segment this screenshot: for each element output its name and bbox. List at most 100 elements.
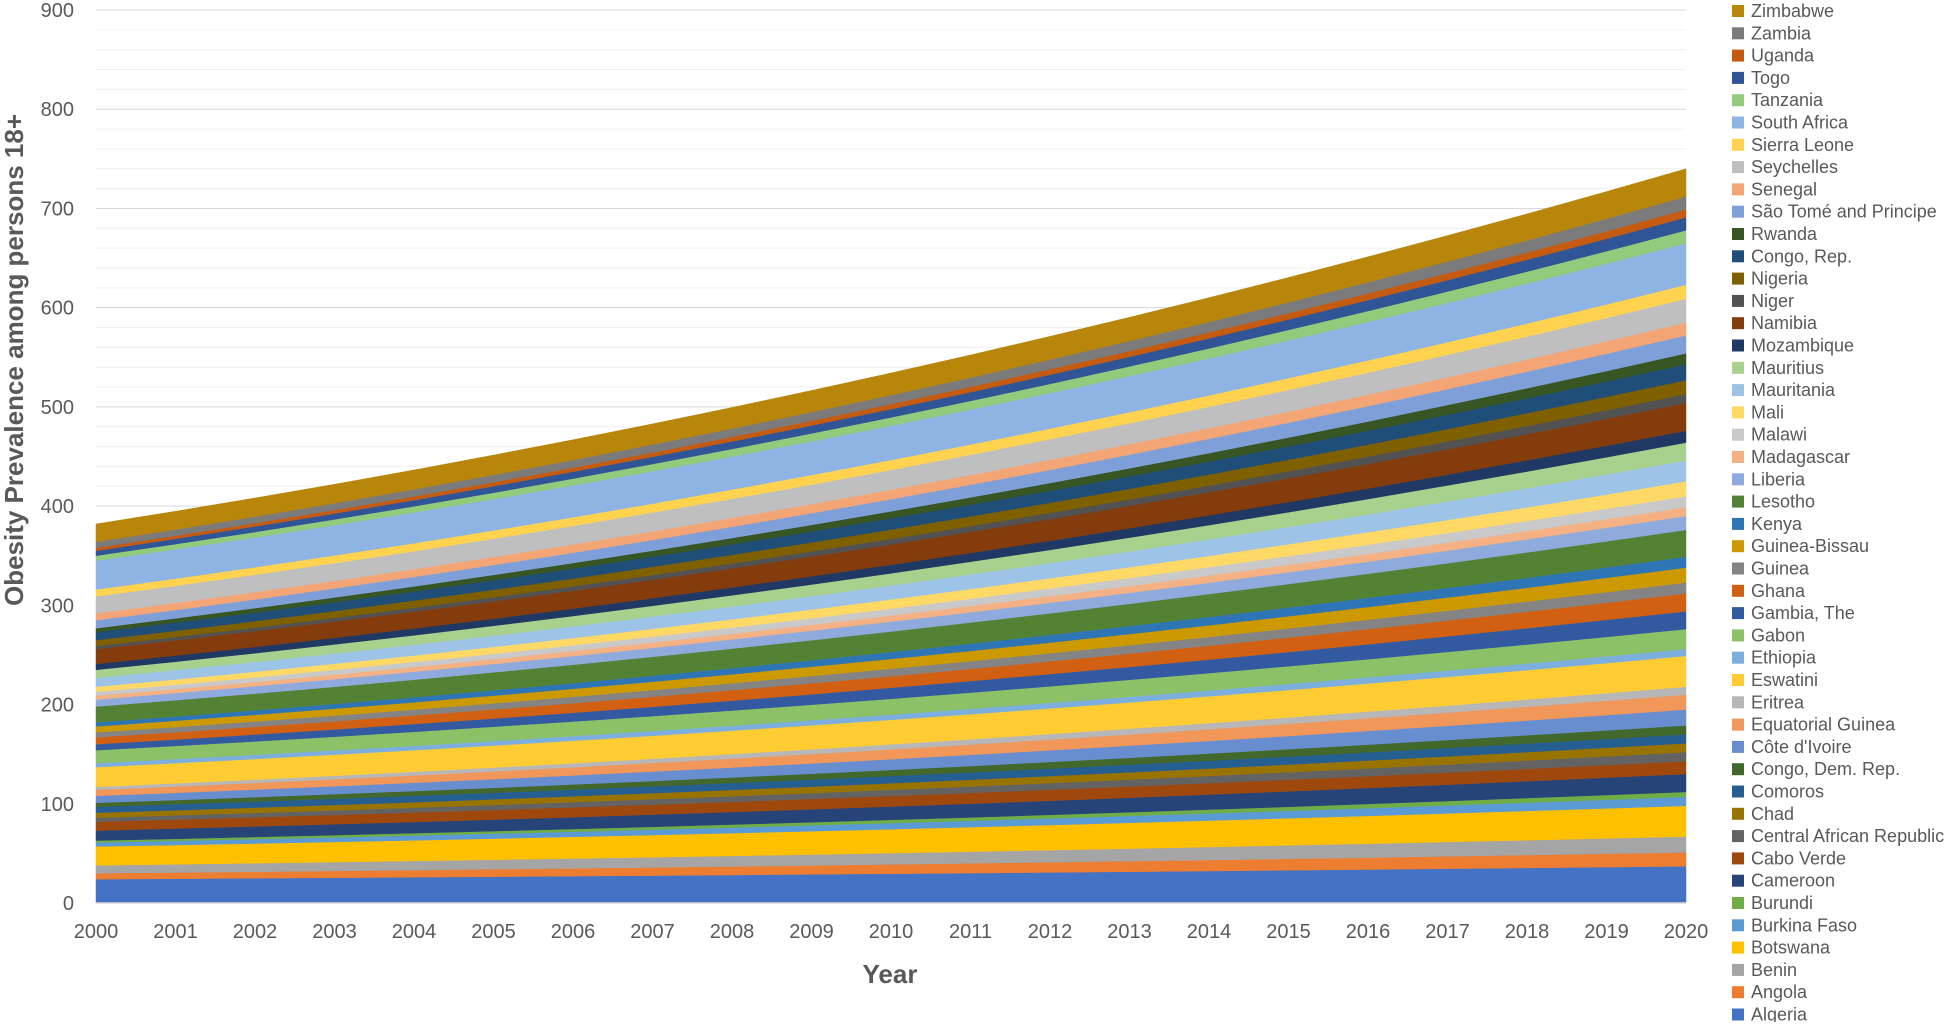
legend-label: Equatorial Guinea: [1751, 715, 1896, 735]
legend-label: Mauritius: [1751, 358, 1824, 378]
legend-swatch: [1732, 183, 1744, 196]
legend-label: Côte d'Ivoire: [1751, 737, 1852, 757]
x-tick-label: 2009: [789, 921, 834, 943]
legend-label: Niger: [1751, 291, 1794, 311]
y-tick-label: 0: [63, 893, 74, 915]
legend-swatch: [1732, 361, 1744, 374]
legend-label: Uganda: [1751, 46, 1815, 66]
x-tick-label: 2018: [1505, 921, 1550, 943]
legend-swatch: [1732, 228, 1744, 240]
legend-swatch: [1732, 473, 1744, 486]
x-tick-label: 2017: [1425, 921, 1470, 943]
legend-label: Ghana: [1751, 581, 1806, 601]
legend-swatch: [1732, 317, 1744, 330]
legend-label: South Africa: [1751, 113, 1849, 133]
x-tick-label: 2007: [630, 921, 675, 943]
legend-label: Senegal: [1751, 179, 1817, 199]
legend-label: Cameroon: [1751, 871, 1835, 891]
legend-swatch: [1732, 116, 1744, 129]
legend-label: Namibia: [1751, 313, 1818, 333]
x-tick-label: 2020: [1664, 921, 1709, 943]
legend-swatch: [1732, 1008, 1744, 1021]
legend-label: Congo, Rep.: [1751, 246, 1852, 266]
x-axis-title: Year: [863, 959, 918, 989]
legend-label: Lesotho: [1751, 492, 1815, 512]
legend-swatch: [1732, 250, 1744, 263]
legend-label: Nigeria: [1751, 269, 1809, 289]
y-tick-label: 500: [41, 397, 74, 419]
legend-swatch: [1732, 807, 1744, 820]
legend-swatch: [1732, 718, 1744, 731]
legend-swatch: [1732, 71, 1744, 84]
legend-label: Algeria: [1751, 1005, 1808, 1023]
x-tick-label: 2000: [74, 921, 119, 943]
legend-label: Burundi: [1751, 893, 1813, 913]
legend-label: Central African Republic: [1751, 826, 1944, 846]
legend-label: Guinea: [1751, 559, 1810, 579]
x-tick-label: 2004: [392, 921, 437, 943]
legend-swatch: [1732, 495, 1744, 508]
legend-swatch: [1732, 785, 1744, 798]
x-tick-label: 2016: [1346, 921, 1391, 943]
legend-label: Togo: [1751, 68, 1790, 88]
x-tick-label: 2001: [153, 921, 198, 943]
y-tick-label: 400: [41, 496, 74, 518]
legend-swatch: [1732, 941, 1744, 954]
legend-label: Tanzania: [1751, 90, 1824, 110]
legend-swatch: [1732, 874, 1744, 887]
legend-swatch: [1732, 830, 1744, 843]
y-tick-label: 300: [41, 595, 74, 617]
legend-swatch: [1732, 451, 1744, 463]
y-tick-label: 100: [41, 794, 74, 816]
area-series-zimbabwe: [95, 168, 1687, 543]
legend-label: Chad: [1751, 804, 1794, 824]
legend-swatch: [1732, 540, 1744, 553]
legend-label: Madagascar: [1751, 447, 1850, 467]
legend-label: Gambia, The: [1751, 603, 1855, 623]
legend-label: Zambia: [1751, 23, 1812, 43]
axes: 0 100 200 300 400 500 600 700 800 900 2000 2001 2002…: [41, 0, 1709, 943]
legend-label: Eswatini: [1751, 670, 1818, 690]
legend-swatch: [1732, 294, 1744, 307]
legend-swatch: [1732, 49, 1744, 62]
legend-label: Benin: [1751, 960, 1797, 980]
legend-label: Angola: [1751, 982, 1808, 1002]
legend-swatch: [1732, 986, 1744, 999]
legend-swatch: [1732, 607, 1744, 620]
legend-swatch: [1732, 5, 1744, 17]
legend-swatch: [1732, 428, 1744, 441]
legend-label: Mozambique: [1751, 336, 1854, 356]
y-tick-label: 600: [41, 298, 74, 320]
legend-swatch: [1732, 161, 1744, 174]
x-tick-label: 2019: [1584, 921, 1629, 943]
legend-label: Mali: [1751, 402, 1784, 422]
x-tick-label: 2013: [1107, 921, 1152, 943]
legend-label: Liberia: [1751, 469, 1806, 489]
area-series-group: [95, 168, 1687, 904]
legend-label: Cabo Verde: [1751, 848, 1846, 868]
y-tick-label: 800: [41, 99, 74, 121]
legend-label: Congo, Dem. Rep.: [1751, 759, 1900, 779]
x-tick-label: 2006: [551, 921, 596, 943]
x-tick-label: 2014: [1187, 921, 1232, 943]
legend-swatch: [1732, 696, 1744, 709]
legend-swatch: [1732, 897, 1744, 909]
legend-label: Rwanda: [1751, 224, 1818, 244]
legend-label: Kenya: [1751, 514, 1803, 534]
legend-swatch: [1732, 651, 1744, 664]
legend-label: Guinea-Bissau: [1751, 536, 1869, 556]
legend-swatch: [1732, 384, 1744, 397]
x-tick-label: 2010: [869, 921, 914, 943]
y-tick-label: 900: [41, 0, 74, 22]
x-tick-label: 2003: [312, 921, 357, 943]
legend-swatch: [1732, 562, 1744, 575]
legend-swatch: [1732, 406, 1744, 419]
legend-label: Zimbabwe: [1751, 1, 1834, 21]
y-tick-label: 200: [41, 695, 74, 717]
legend-swatch: [1732, 138, 1744, 151]
legend-swatch: [1732, 763, 1744, 776]
legend-swatch: [1732, 629, 1744, 642]
legend-label: São Tomé and Principe: [1751, 202, 1937, 222]
legend-label: Burkina Faso: [1751, 915, 1857, 935]
